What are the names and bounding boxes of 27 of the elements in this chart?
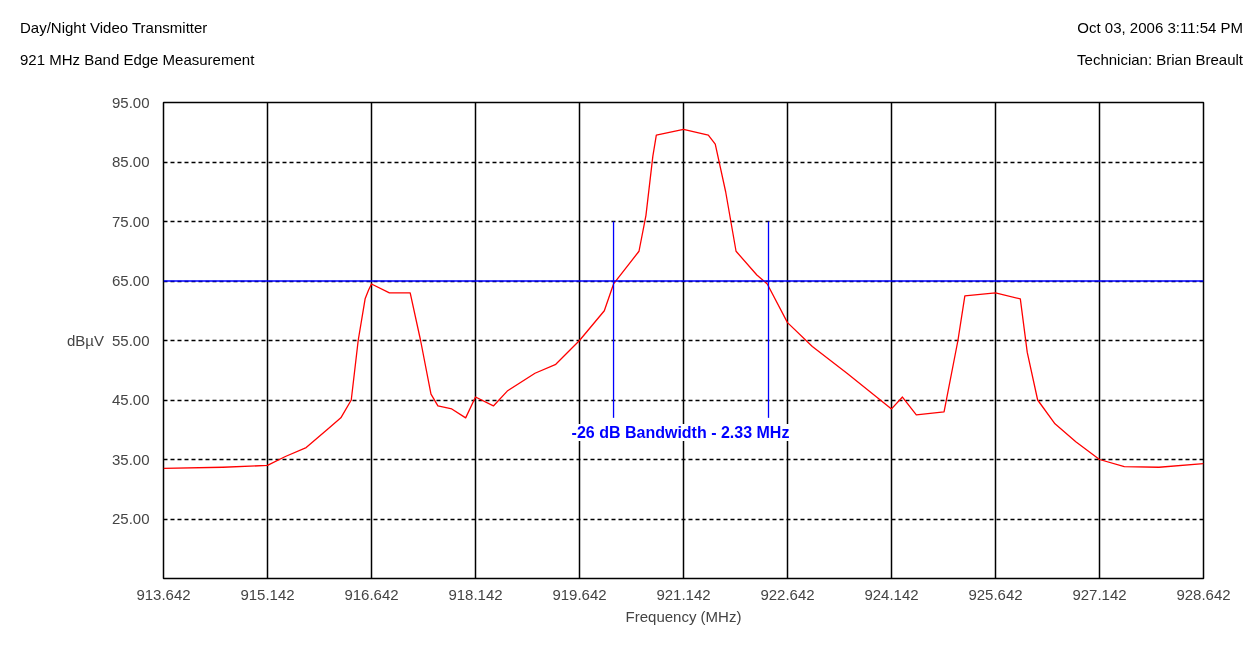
chart-subtitle: 921 MHz Band Edge Measurement [20,50,255,70]
x-tick-label: 922.642 [760,585,815,603]
x-tick-label: 919.642 [552,585,607,603]
text: Technician: Brian Breault [1077,50,1243,70]
chart-title: Day/Night Video Transmitter [20,18,208,38]
y-tick-label: 25.00 [111,510,150,527]
y-tick-label: 75.00 [111,212,150,230]
x-tick-label: 916.642 [344,585,399,603]
y-tick-label: 95.00 [111,93,150,111]
line-series [163,128,1204,470]
y-tick-label: 85.00 [111,153,150,170]
y-tick-label: 55.00 [111,331,150,349]
x-tick-label: 921.142 [656,585,711,603]
x-axis-title: Frequency (MHz) [625,607,742,625]
y-tick-label: 65.00 [111,272,150,289]
x-tick-label: 925.642 [968,585,1023,603]
text: Oct 03, 2006 3:11:54 PM [1077,18,1243,38]
y-axis-title: dBµV [66,332,104,349]
y-tick-label: 45.00 [111,391,150,408]
x-tick-label: 915.142 [240,585,295,603]
x-tick-label: 924.142 [864,585,919,603]
x-tick-label: 927.142 [1072,585,1127,603]
x-tick-label: 918.142 [448,585,503,603]
x-tick-label: 928.642 [1176,585,1231,603]
x-tick-label: 913.642 [136,585,191,603]
y-tick-label: 35.00 [111,450,150,468]
annotation: -26 dB Bandwidth - 2.33 MHz [571,424,790,441]
